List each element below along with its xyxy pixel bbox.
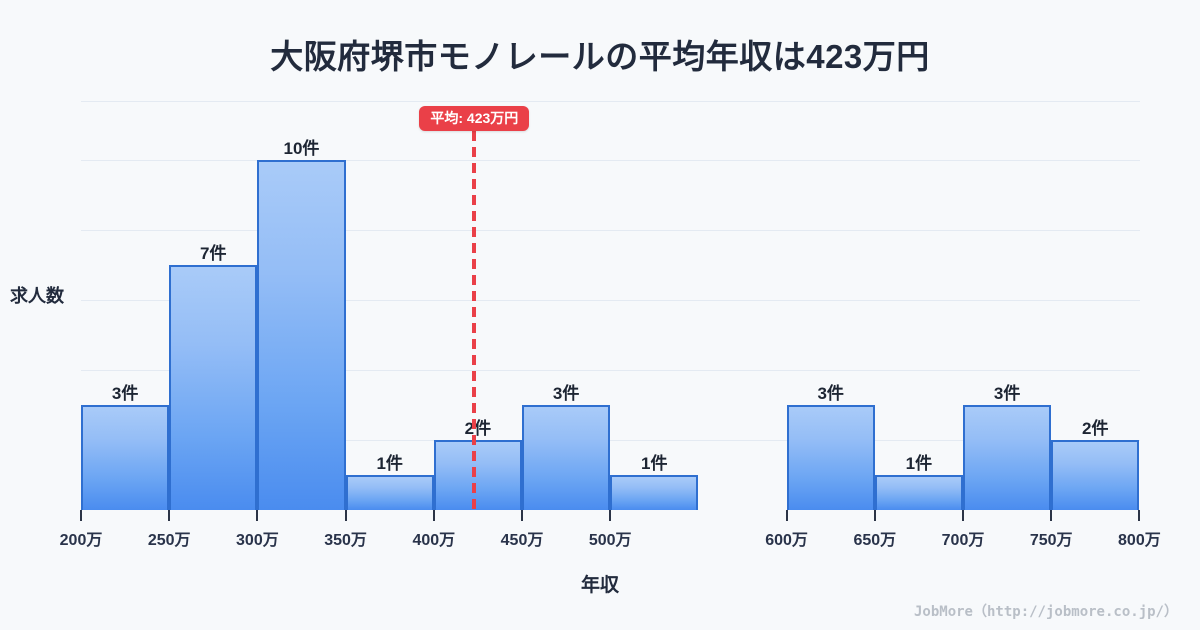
x-axis-tick-label: 350万 (324, 532, 367, 549)
gridline (81, 230, 1140, 231)
x-axis-tick-label: 250万 (147, 532, 191, 549)
x-axis-tick (1050, 510, 1053, 521)
x-axis-tick-label: 400万 (412, 532, 456, 549)
bar[interactable] (433, 440, 522, 510)
gridline (81, 440, 1140, 441)
page-title: 大阪府堺市モノレールの平均年収は423万円 (270, 38, 930, 75)
bar[interactable] (257, 160, 346, 510)
bar-value-label: 3件 (552, 384, 580, 403)
gridline (81, 160, 1140, 161)
bar-value-label: 1件 (641, 454, 668, 473)
bar[interactable] (522, 405, 611, 510)
x-axis-tick-label: 500万 (588, 532, 632, 549)
x-axis-tick-label: 750万 (1029, 532, 1073, 549)
x-axis-tick (873, 510, 876, 521)
x-axis-tick (256, 510, 259, 521)
x-axis-tick-label: 450万 (500, 532, 544, 549)
x-axis-tick-label: 200万 (59, 532, 103, 549)
gridline (81, 300, 1140, 301)
bar-value-label: 3件 (111, 384, 139, 403)
bar-value-label: 1件 (905, 454, 933, 473)
bar-value-label: 2件 (464, 419, 492, 438)
x-axis-tick (962, 510, 964, 521)
watermark-footer: JobMore（http://jobmore.co.jp/） (913, 604, 1178, 620)
bar[interactable] (1051, 440, 1140, 510)
gridline (81, 100, 1140, 102)
x-axis-tick (785, 510, 788, 521)
bar[interactable] (786, 405, 875, 510)
bar-value-label: 3件 (993, 384, 1021, 403)
bar[interactable] (81, 405, 170, 510)
bar-value-label: 10件 (283, 139, 320, 158)
gridline (81, 370, 1140, 371)
bar-value-label: 3件 (817, 384, 844, 403)
x-axis-tick-label: 600万 (765, 532, 808, 549)
x-axis-tick (80, 510, 82, 521)
bar-value-label: 2件 (1082, 419, 1109, 438)
x-axis-tick (521, 510, 523, 521)
x-axis-tick (1138, 510, 1141, 521)
bar[interactable] (610, 475, 699, 510)
average-line (472, 131, 477, 510)
x-axis-tick (609, 510, 612, 521)
average-badge: 平均: 423万円 (419, 106, 530, 131)
x-axis-title: 年収 (580, 575, 619, 596)
x-axis-tick-label: 700万 (941, 532, 985, 549)
x-axis-tick (432, 510, 435, 521)
bar[interactable] (874, 475, 963, 510)
bar[interactable] (345, 475, 434, 510)
bar[interactable] (963, 405, 1052, 510)
x-axis-tick-label: 800万 (1118, 532, 1161, 549)
x-axis-tick (344, 510, 347, 521)
x-axis-tick-label: 650万 (853, 532, 897, 549)
bar-value-label: 7件 (200, 244, 227, 263)
x-axis-tick-label: 300万 (236, 532, 279, 549)
y-axis-title: 求人数 (10, 286, 64, 306)
bar-value-label: 1件 (376, 454, 403, 473)
x-axis-tick (168, 510, 171, 521)
bar[interactable] (169, 265, 258, 510)
